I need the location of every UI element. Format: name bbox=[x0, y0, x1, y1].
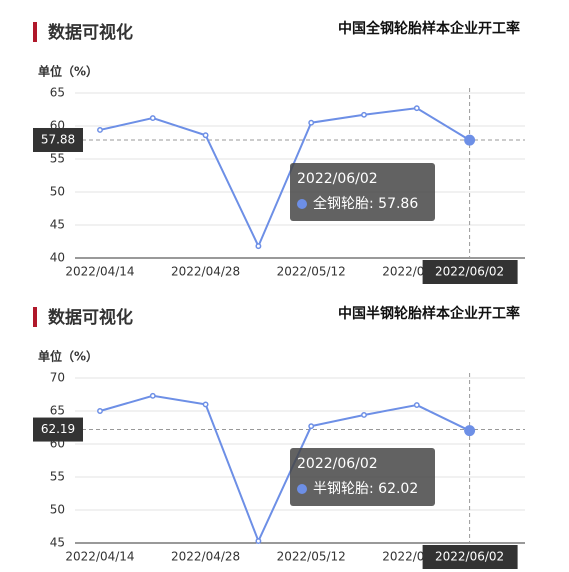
data-point bbox=[97, 127, 103, 133]
y-tick-label: 65 bbox=[50, 404, 65, 418]
tooltip-text: 半钢轮胎: 62.02 bbox=[313, 481, 418, 497]
tooltip-box bbox=[290, 448, 435, 506]
x-tick-label: 2022/04/28 bbox=[171, 550, 240, 564]
y-tick-label: 40 bbox=[50, 251, 65, 265]
crosshair-y-box bbox=[33, 127, 83, 152]
crosshair-y-label: 57.88 bbox=[41, 132, 75, 146]
data-point bbox=[308, 119, 315, 126]
series-line bbox=[99, 394, 471, 544]
data-point bbox=[361, 412, 367, 418]
tooltip-box bbox=[290, 163, 435, 221]
data-point bbox=[202, 132, 209, 139]
y-tick-label: 50 bbox=[50, 503, 65, 517]
data-point bbox=[202, 401, 209, 408]
data-point bbox=[361, 111, 367, 118]
chart-title: 中国全钢轮胎样本企业开工率 bbox=[338, 20, 520, 37]
data-point bbox=[149, 115, 156, 122]
chart-title: 中国半钢轮胎样本企业开工率 bbox=[338, 305, 520, 322]
x-tick-label: 2022/05/12 bbox=[277, 265, 346, 279]
data-point bbox=[308, 423, 315, 430]
x-tick-label: 2022/04/28 bbox=[171, 265, 240, 279]
y-tick-label: 70 bbox=[50, 371, 65, 385]
series-line bbox=[99, 107, 471, 249]
header: 数据可视化 bbox=[48, 22, 133, 43]
tooltip-date: 2022/06/02 bbox=[297, 171, 378, 187]
tooltip-date: 2022/06/02 bbox=[297, 456, 378, 472]
data-point bbox=[464, 425, 476, 437]
crosshair-y-label: 62.19 bbox=[41, 422, 75, 436]
y-tick-label: 45 bbox=[50, 536, 65, 550]
header-bar bbox=[33, 307, 37, 327]
y-tick-label: 65 bbox=[50, 86, 65, 100]
data-point bbox=[464, 134, 476, 146]
y-axis-label: 单位（%） bbox=[38, 349, 98, 364]
crosshair-x-box bbox=[422, 545, 518, 569]
header-bar bbox=[33, 22, 37, 42]
data-point bbox=[149, 392, 156, 399]
y-tick-label: 50 bbox=[50, 185, 65, 199]
tooltip-text: 全钢轮胎: 57.86 bbox=[313, 195, 418, 212]
y-tick-label: 55 bbox=[50, 470, 65, 484]
y-tick-label: 45 bbox=[50, 218, 65, 232]
data-point bbox=[413, 402, 420, 409]
crosshair-x-box bbox=[422, 260, 518, 284]
crosshair-x-label: 2022/06/02 bbox=[435, 265, 504, 279]
data-point bbox=[97, 408, 103, 414]
y-axis-label: 单位（%） bbox=[38, 64, 98, 79]
crosshair-y-box bbox=[33, 417, 83, 442]
x-tick-label: 2022/04/14 bbox=[65, 550, 134, 564]
y-tick-label: 55 bbox=[50, 152, 65, 166]
x-tick-label: 2022/05/12 bbox=[277, 550, 346, 564]
crosshair-x-label: 2022/06/02 bbox=[435, 550, 504, 564]
tooltip-dot bbox=[297, 199, 307, 209]
data-point bbox=[413, 105, 420, 112]
tooltip-dot bbox=[297, 484, 307, 494]
x-tick-label: 2022/04/14 bbox=[65, 265, 134, 279]
data-point bbox=[255, 538, 262, 544]
data-point bbox=[255, 243, 262, 250]
header: 数据可视化 bbox=[48, 307, 133, 328]
